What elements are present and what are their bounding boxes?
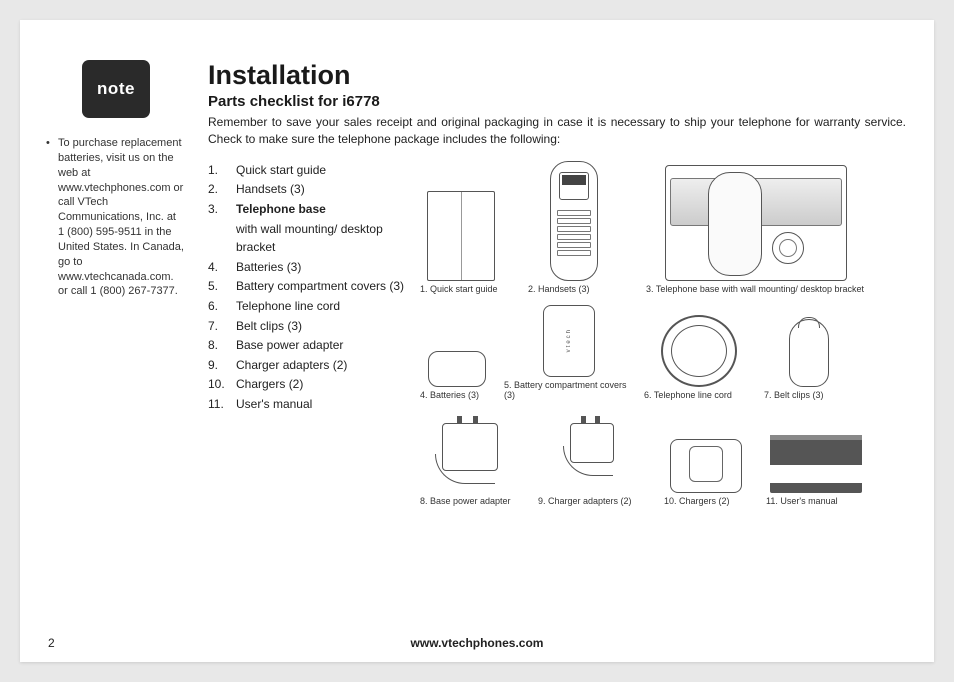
note-badge: note	[82, 60, 150, 118]
charger-adapter-icon	[570, 423, 614, 463]
footer-url: www.vtechphones.com	[208, 636, 746, 650]
page-subtitle: Parts checklist for i6778	[208, 93, 906, 110]
caption-10: 10. Chargers (2)	[664, 496, 748, 507]
checklist-item: 10.Chargers (2)	[208, 375, 406, 394]
caption-9: 9. Charger adapters (2)	[538, 496, 646, 507]
caption-1: 1. Quick start guide	[420, 284, 502, 295]
quick-start-guide-icon	[427, 191, 495, 281]
line-cord-icon	[661, 315, 737, 387]
checklist-item: 2.Handsets (3)	[208, 180, 406, 199]
caption-7: 7. Belt clips (3)	[764, 390, 854, 401]
belt-clip-icon	[789, 319, 829, 387]
checklist-item: 7.Belt clips (3)	[208, 317, 406, 336]
figures-area: 1. Quick start guide 2. Handsets (3)	[420, 161, 906, 511]
base-adapter-icon	[442, 423, 498, 471]
checklist-item: 8.Base power adapter	[208, 336, 406, 355]
battery-cover-icon: vtech	[543, 305, 595, 377]
battery-icon	[428, 351, 486, 387]
intro-paragraph: Remember to save your sales receipt and …	[208, 114, 906, 149]
caption-5: 5. Battery compartment covers (3)	[504, 380, 634, 402]
page-footer: 2 www.vtechphones.com	[48, 636, 906, 650]
caption-2: 2. Handsets (3)	[528, 284, 620, 295]
charger-icon	[670, 439, 742, 493]
checklist-item: 5.Battery compartment covers (3)	[208, 277, 406, 296]
checklist-item: 11.User's manual	[208, 395, 406, 414]
page-number: 2	[48, 636, 208, 650]
manual-page: note To purchase replacement batteries, …	[20, 20, 934, 662]
parts-checklist: 1.Quick start guide2.Handsets (3)3.Telep…	[208, 161, 406, 511]
checklist-item-sub: with wall mounting/ desktop bracket	[208, 220, 406, 257]
telephone-base-icon	[665, 165, 847, 281]
caption-4: 4. Batteries (3)	[420, 390, 494, 401]
caption-3: 3. Telephone base with wall mounting/ de…	[646, 284, 866, 295]
handset-icon	[550, 161, 598, 281]
sidebar: note To purchase replacement batteries, …	[48, 60, 184, 620]
checklist-item: 6.Telephone line cord	[208, 297, 406, 316]
checklist-item: 9.Charger adapters (2)	[208, 356, 406, 375]
caption-8: 8. Base power adapter	[420, 496, 520, 507]
users-manual-icon	[770, 435, 862, 493]
page-title: Installation	[208, 60, 906, 91]
checklist-item: 4.Batteries (3)	[208, 258, 406, 277]
caption-6: 6. Telephone line cord	[644, 390, 754, 401]
content-area: note To purchase replacement batteries, …	[48, 60, 906, 620]
sidebar-note-text: To purchase replacement batteries, visit…	[48, 136, 184, 299]
checklist-item: 1.Quick start guide	[208, 161, 406, 180]
checklist-item: 3.Telephone base	[208, 200, 406, 219]
body-row: 1.Quick start guide2.Handsets (3)3.Telep…	[208, 161, 906, 511]
caption-11: 11. User's manual	[766, 496, 866, 507]
main-column: Installation Parts checklist for i6778 R…	[208, 60, 906, 620]
